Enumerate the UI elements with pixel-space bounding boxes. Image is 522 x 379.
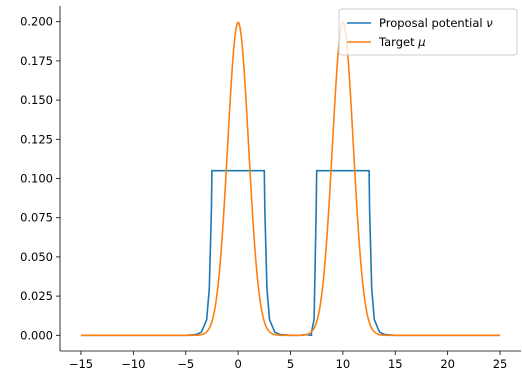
x-tick-label: 0: [234, 357, 241, 371]
series-group: [80, 21, 501, 337]
y-tick-label: 0.100: [20, 172, 53, 186]
x-tick-label: 20: [440, 357, 455, 371]
series-line-proposal: [80, 169, 501, 337]
y-axis-ticks: 0.000 0.025 0.050 0.075 0.100 0.125 0.150 0.175…: [20, 15, 60, 342]
y-tick-label: 0.050: [20, 250, 53, 264]
x-tick-label: 10: [336, 357, 351, 371]
x-tick-label: 25: [493, 357, 508, 371]
y-tick-label: 0.000: [20, 328, 53, 342]
legend-label: Proposal potential ν: [379, 16, 493, 30]
legend-label: Target μ: [378, 35, 426, 49]
x-tick-label: −10: [121, 357, 145, 371]
x-tick-label: 5: [287, 357, 294, 371]
legend: Proposal potential ν Target μ: [338, 8, 518, 56]
x-axis-ticks: −15 −10 −5 0 5 10 15 20 25: [69, 351, 508, 371]
y-tick-label: 0.175: [20, 54, 53, 68]
axes-frame: [59, 6, 521, 352]
y-tick-label: 0.125: [20, 132, 53, 146]
series-line-target: [80, 21, 501, 337]
y-tick-label: 0.025: [20, 289, 53, 303]
y-tick-label: 0.150: [20, 93, 53, 107]
y-tick-label: 0.200: [20, 15, 53, 29]
legend-box: [338, 8, 518, 56]
x-tick-label: −15: [69, 357, 93, 371]
x-tick-label: −5: [177, 357, 194, 371]
y-tick-label: 0.075: [20, 211, 53, 225]
x-tick-label: 15: [388, 357, 403, 371]
